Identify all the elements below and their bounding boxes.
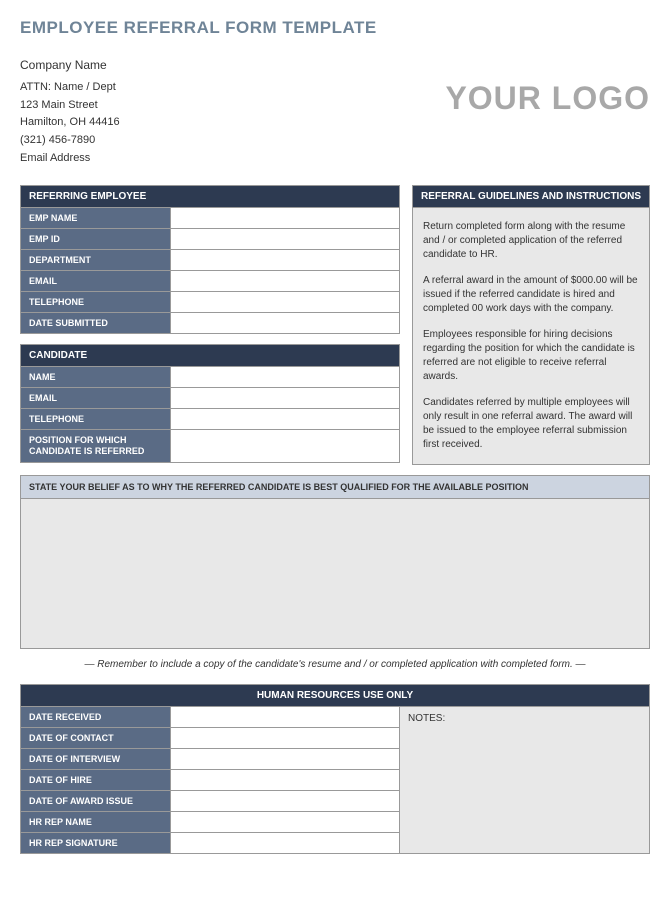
hr-date-interview-row: DATE OF INTERVIEW (20, 749, 400, 770)
referring-department-row: DEPARTMENT (20, 250, 400, 271)
candidate-email-input[interactable] (171, 388, 399, 408)
referring-email-label: EMAIL (21, 271, 171, 291)
hr-notes-box[interactable]: NOTES: (400, 707, 650, 854)
hr-date-contact-label: DATE OF CONTACT (21, 728, 171, 748)
candidate-position-label: POSITION FOR WHICH CANDIDATE IS REFERRED (21, 430, 171, 462)
hr-left: DATE RECEIVED DATE OF CONTACT DATE OF IN… (20, 707, 400, 854)
guidelines-p2: A referral award in the amount of $000.0… (423, 274, 639, 316)
hr-rep-sig-row: HR REP SIGNATURE (20, 833, 400, 854)
referring-telephone-row: TELEPHONE (20, 292, 400, 313)
hr-date-award-label: DATE OF AWARD ISSUE (21, 791, 171, 811)
referring-date-submitted-input[interactable] (171, 313, 399, 333)
referring-telephone-input[interactable] (171, 292, 399, 312)
hr-rep-sig-input[interactable] (171, 833, 399, 853)
guidelines-header: REFERRAL GUIDELINES AND INSTRUCTIONS (412, 185, 650, 208)
logo-placeholder: YOUR LOGO (445, 80, 650, 117)
belief-input[interactable] (20, 499, 650, 649)
header-row: Company Name ATTN: Name / Dept 123 Main … (20, 56, 650, 167)
company-city: Hamilton, OH 44416 (20, 114, 120, 132)
company-street: 123 Main Street (20, 97, 120, 115)
candidate-position-input[interactable] (171, 430, 399, 462)
hr-rep-sig-label: HR REP SIGNATURE (21, 833, 171, 853)
referring-email-input[interactable] (171, 271, 399, 291)
referring-emp-id-input[interactable] (171, 229, 399, 249)
hr-rep-name-input[interactable] (171, 812, 399, 832)
reminder-text: — Remember to include a copy of the cand… (20, 659, 650, 670)
hr-body: DATE RECEIVED DATE OF CONTACT DATE OF IN… (20, 707, 650, 854)
hr-date-contact-row: DATE OF CONTACT (20, 728, 400, 749)
referring-department-label: DEPARTMENT (21, 250, 171, 270)
hr-header: HUMAN RESOURCES USE ONLY (20, 684, 650, 707)
referring-emp-name-row: EMP NAME (20, 208, 400, 229)
right-column: REFERRAL GUIDELINES AND INSTRUCTIONS Ret… (412, 185, 650, 465)
referring-header: REFERRING EMPLOYEE (20, 185, 400, 208)
candidate-position-row: POSITION FOR WHICH CANDIDATE IS REFERRED (20, 430, 400, 463)
referring-email-row: EMAIL (20, 271, 400, 292)
candidate-name-row: NAME (20, 367, 400, 388)
hr-section: HUMAN RESOURCES USE ONLY DATE RECEIVED D… (20, 684, 650, 854)
hr-date-received-label: DATE RECEIVED (21, 707, 171, 727)
referring-emp-id-row: EMP ID (20, 229, 400, 250)
candidate-name-input[interactable] (171, 367, 399, 387)
referring-date-submitted-label: DATE SUBMITTED (21, 313, 171, 333)
company-phone: (321) 456-7890 (20, 132, 120, 150)
hr-date-hire-row: DATE OF HIRE (20, 770, 400, 791)
candidate-telephone-row: TELEPHONE (20, 409, 400, 430)
guidelines-box: Return completed form along with the res… (412, 208, 650, 465)
main-two-column: REFERRING EMPLOYEE EMP NAME EMP ID DEPAR… (20, 185, 650, 465)
hr-date-hire-input[interactable] (171, 770, 399, 790)
hr-date-hire-label: DATE OF HIRE (21, 770, 171, 790)
referring-emp-name-input[interactable] (171, 208, 399, 228)
referring-emp-id-label: EMP ID (21, 229, 171, 249)
hr-rep-name-row: HR REP NAME (20, 812, 400, 833)
referring-emp-name-label: EMP NAME (21, 208, 171, 228)
hr-notes-label: NOTES: (408, 713, 445, 724)
page-title: EMPLOYEE REFERRAL FORM TEMPLATE (20, 18, 650, 38)
referring-telephone-label: TELEPHONE (21, 292, 171, 312)
hr-date-received-row: DATE RECEIVED (20, 707, 400, 728)
candidate-telephone-input[interactable] (171, 409, 399, 429)
hr-rep-name-label: HR REP NAME (21, 812, 171, 832)
guidelines-p1: Return completed form along with the res… (423, 220, 639, 262)
hr-date-contact-input[interactable] (171, 728, 399, 748)
hr-date-interview-label: DATE OF INTERVIEW (21, 749, 171, 769)
candidate-email-row: EMAIL (20, 388, 400, 409)
guidelines-p4: Candidates referred by multiple employee… (423, 396, 639, 452)
company-name: Company Name (20, 56, 120, 75)
guidelines-p3: Employees responsible for hiring decisio… (423, 328, 639, 384)
belief-header: STATE YOUR BELIEF AS TO WHY THE REFERRED… (20, 475, 650, 499)
referring-department-input[interactable] (171, 250, 399, 270)
company-block: Company Name ATTN: Name / Dept 123 Main … (20, 56, 120, 167)
candidate-email-label: EMAIL (21, 388, 171, 408)
candidate-telephone-label: TELEPHONE (21, 409, 171, 429)
belief-section: STATE YOUR BELIEF AS TO WHY THE REFERRED… (20, 475, 650, 649)
company-attn: ATTN: Name / Dept (20, 79, 120, 97)
company-email: Email Address (20, 150, 120, 168)
candidate-name-label: NAME (21, 367, 171, 387)
hr-date-award-input[interactable] (171, 791, 399, 811)
hr-date-award-row: DATE OF AWARD ISSUE (20, 791, 400, 812)
left-column: REFERRING EMPLOYEE EMP NAME EMP ID DEPAR… (20, 185, 400, 465)
referring-date-submitted-row: DATE SUBMITTED (20, 313, 400, 334)
hr-date-received-input[interactable] (171, 707, 399, 727)
candidate-header: CANDIDATE (20, 344, 400, 367)
hr-date-interview-input[interactable] (171, 749, 399, 769)
